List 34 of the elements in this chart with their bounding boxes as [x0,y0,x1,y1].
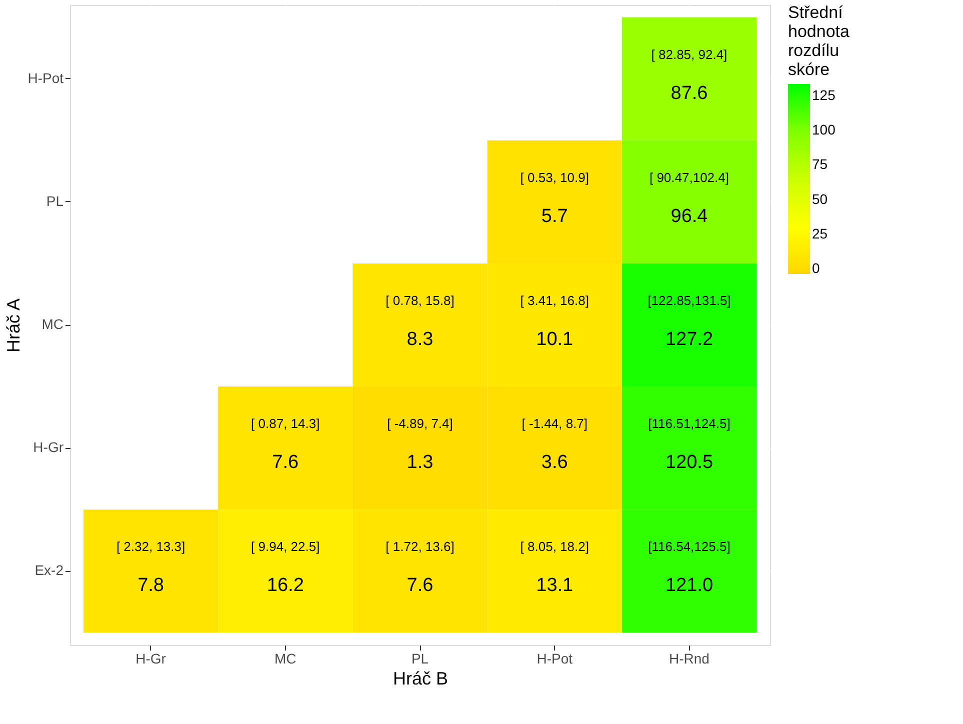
x-axis-title: Hráč B [392,668,448,688]
text: [122.85,131.5] 127.2 [648,293,731,350]
color-bar-label: 25 [812,225,828,242]
color-bar-label: 75 [812,156,828,172]
text: [ 1.72, 13.6] 7.6 [386,539,454,596]
x-tick-label: H-Pot [536,650,573,666]
y-tick-label: H-Gr [33,439,64,456]
y-axis-title: Hráč A [4,298,24,353]
text: [ -1.44, 8.7] 3.6 [522,416,588,474]
text: [116.51,124.5] 120.5 [648,416,730,474]
text: [ -4.89, 7.4] 1.3 [387,416,453,474]
y-tick-label: PL [46,192,64,209]
color-bar-label: 50 [812,190,828,207]
text: [ 90.47,102.4] 96.4 [649,170,729,227]
y-tick-label: MC [42,316,64,332]
text: [ 82.85, 92.4] 87.6 [651,46,728,104]
color-bar-title: Střední hodnota rozdílu skóre [788,3,850,79]
x-tick-label: PL [411,650,429,666]
text: [ 8.05, 18.2] 13.1 [520,539,589,596]
color-bar-label: 100 [812,121,836,138]
text: [ 9.94, 22.5] 16.2 [251,539,320,596]
text: [ 0.87, 14.3] 7.6 [251,416,320,474]
color-bar-label: 0 [812,260,820,276]
x-tick-label: H-Rnd [668,650,710,666]
y-tick-label: H-Pot [28,70,64,86]
text: [116.54,125.5] 121.0 [648,539,730,596]
x-tick-label: MC [274,650,296,666]
text: [ 0.78, 15.8] 8.3 [386,293,454,350]
x-tick-label: H-Gr [136,650,166,666]
text: [ 0.53, 10.9] 5.7 [520,170,589,227]
y-tick-label: Ex-2 [34,562,64,578]
text: [ 2.32, 13.3] 7.8 [116,539,186,596]
color-bar-label: 125 [812,86,836,103]
text: [ 3.41, 16.8] 10.1 [520,293,589,350]
